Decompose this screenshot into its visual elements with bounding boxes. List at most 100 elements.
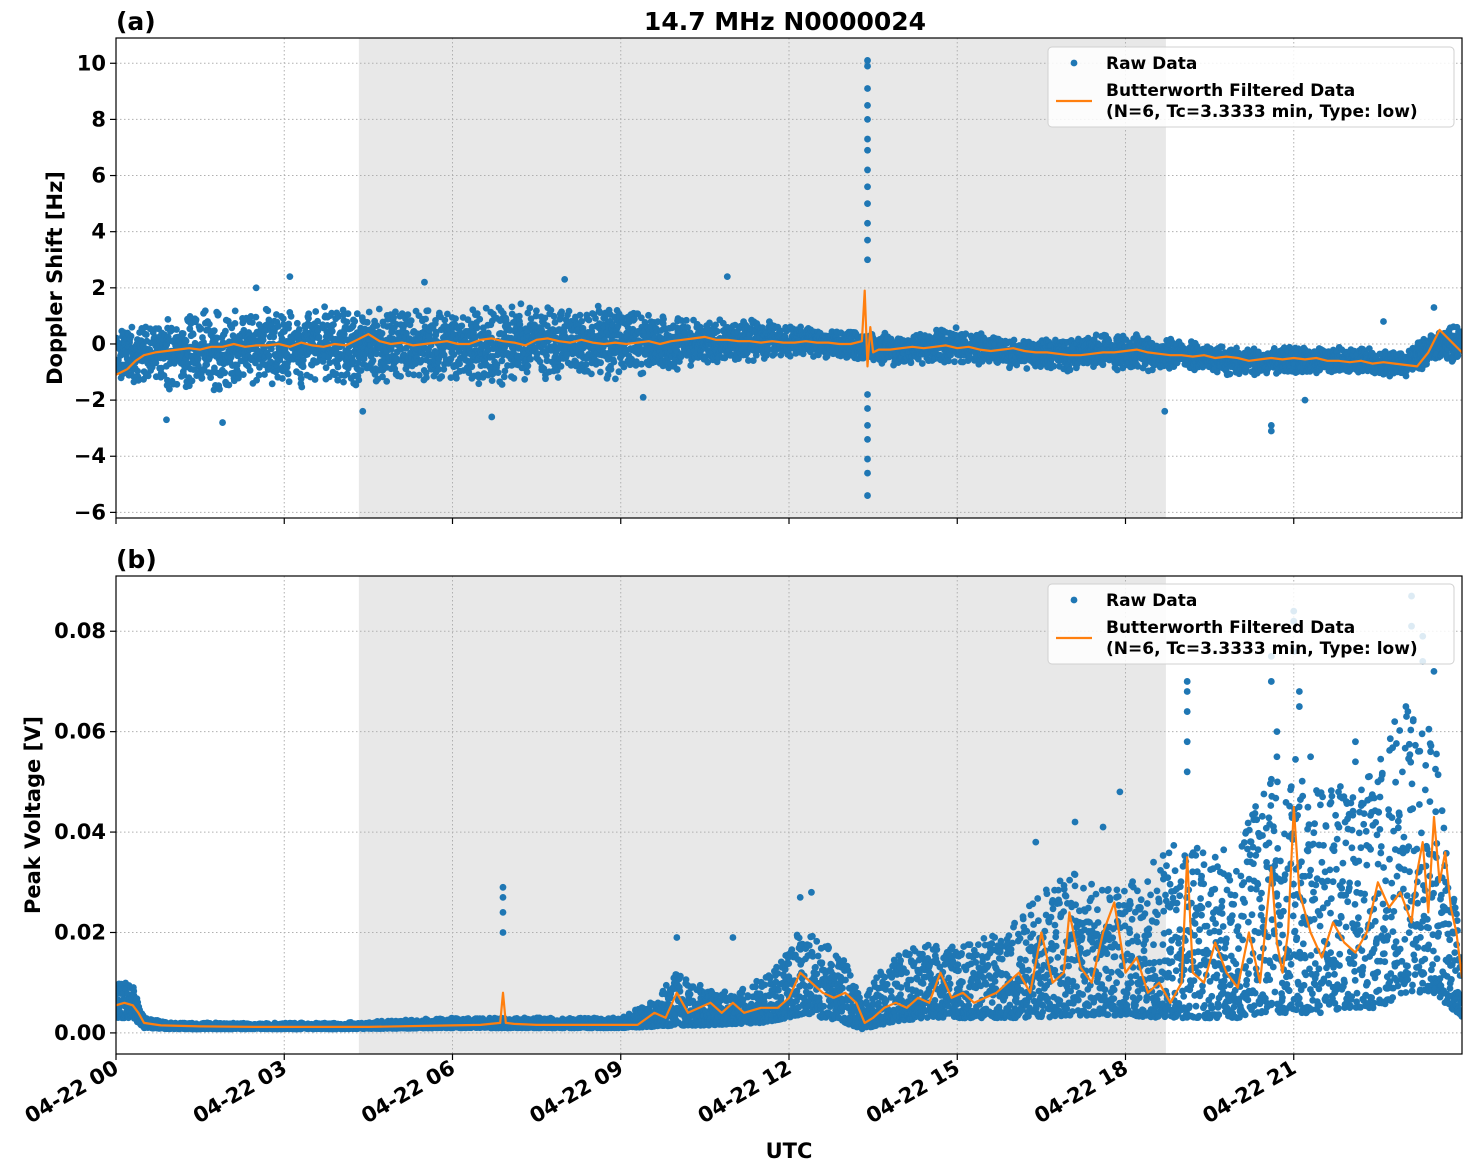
raw-data-point: [458, 322, 466, 330]
raw-data-point: [127, 332, 135, 340]
raw-data-point: [533, 307, 540, 315]
raw-data-point: [392, 308, 399, 316]
raw-data-point: [1066, 366, 1074, 374]
raw-data-point: [962, 330, 970, 338]
raw-data-point: [322, 364, 330, 372]
raw-data-point: [526, 304, 534, 312]
raw-data-point: [152, 359, 160, 367]
raw-data-point: [543, 352, 550, 360]
raw-data-point: [704, 358, 712, 366]
raw-data-point: [484, 329, 492, 337]
raw-data-point: [253, 376, 260, 384]
raw-data-point: [721, 354, 729, 362]
raw-data-point: [532, 344, 540, 352]
raw-data-point: [563, 351, 571, 359]
raw-data-point: [607, 366, 615, 373]
raw-data-point: [299, 363, 307, 371]
raw-data-point: [166, 385, 173, 393]
raw-data-point: [397, 373, 404, 380]
raw-data-point: [1092, 331, 1100, 339]
raw-data-point: [332, 370, 340, 378]
raw-data-point: [222, 327, 229, 335]
raw-data-point: [547, 306, 555, 314]
raw-data-point: [637, 314, 645, 322]
raw-data-point: [440, 365, 448, 373]
raw-data-point: [352, 342, 359, 350]
raw-data-point: [510, 374, 518, 382]
raw-data-point: [493, 361, 501, 368]
raw-data-point: [295, 331, 303, 339]
raw-data-point: [249, 319, 256, 326]
raw-data-point: [638, 360, 645, 368]
raw-data-point: [578, 318, 585, 325]
raw-data-point: [515, 312, 523, 320]
shaded-region: [358, 38, 1166, 518]
raw-data-point: [315, 333, 323, 341]
raw-data-point: [631, 315, 638, 323]
raw-data-point: [216, 385, 223, 393]
raw-data-point: [160, 372, 168, 379]
raw-data-point: [279, 315, 287, 323]
raw-data-point: [639, 369, 647, 377]
raw-data-point: [144, 372, 152, 380]
raw-data-point: [357, 367, 365, 374]
raw-data-point: [523, 368, 531, 376]
raw-data-point: [297, 375, 305, 382]
raw-data-point: [343, 318, 351, 326]
raw-data-point: [285, 320, 293, 328]
raw-data-point: [351, 317, 359, 325]
raw-data-point: [670, 361, 678, 368]
raw-data-point: [745, 357, 752, 364]
raw-data-point: [673, 366, 681, 373]
raw-data-point: [134, 367, 142, 375]
raw-data-point: [945, 357, 952, 365]
raw-data-point: [478, 343, 486, 351]
raw-data-point: [370, 329, 378, 336]
raw-data-point: [524, 362, 532, 370]
raw-data-point: [582, 361, 590, 369]
raw-data-point: [274, 322, 282, 330]
raw-data-point: [135, 377, 142, 384]
raw-data-point: [383, 378, 391, 385]
raw-data-point: [551, 319, 559, 326]
raw-data-point: [837, 329, 845, 337]
raw-data-point: [349, 357, 357, 365]
raw-data-point: [550, 312, 558, 320]
raw-data-point: [173, 380, 181, 388]
raw-data-point: [615, 368, 623, 376]
raw-data-point: [541, 314, 549, 322]
raw-data-point: [343, 370, 351, 378]
raw-data-point: [227, 354, 235, 361]
raw-data-point: [475, 380, 483, 388]
raw-data-point: [215, 310, 222, 318]
raw-data-point: [247, 313, 255, 320]
chart-title: 14.7 MHz N0000024: [644, 7, 926, 36]
raw-data-point: [604, 371, 612, 379]
raw-data-point: [453, 374, 460, 382]
raw-data-point: [231, 320, 239, 327]
raw-data-point: [279, 375, 286, 382]
raw-data-point: [195, 362, 202, 370]
raw-data-point: [330, 321, 337, 328]
raw-data-point: [213, 334, 221, 342]
raw-data-point: [379, 373, 386, 381]
raw-data-point: [654, 318, 662, 326]
raw-data-point: [299, 356, 307, 364]
raw-data-point: [568, 334, 575, 342]
raw-data-point: [321, 303, 328, 311]
raw-data-point: [261, 371, 268, 378]
raw-data-point: [455, 348, 463, 355]
raw-data-point: [128, 323, 136, 331]
raw-data-point: [576, 311, 584, 319]
raw-data-point: [235, 374, 242, 382]
raw-data-point: [239, 371, 247, 378]
raw-data-point: [684, 324, 691, 331]
raw-data-point: [390, 314, 397, 322]
raw-data-point: [610, 358, 618, 366]
raw-data-point: [410, 371, 418, 379]
raw-data-point: [1074, 360, 1081, 368]
raw-data-point: [508, 303, 516, 311]
raw-data-point: [494, 369, 502, 376]
raw-data-point: [189, 331, 197, 338]
